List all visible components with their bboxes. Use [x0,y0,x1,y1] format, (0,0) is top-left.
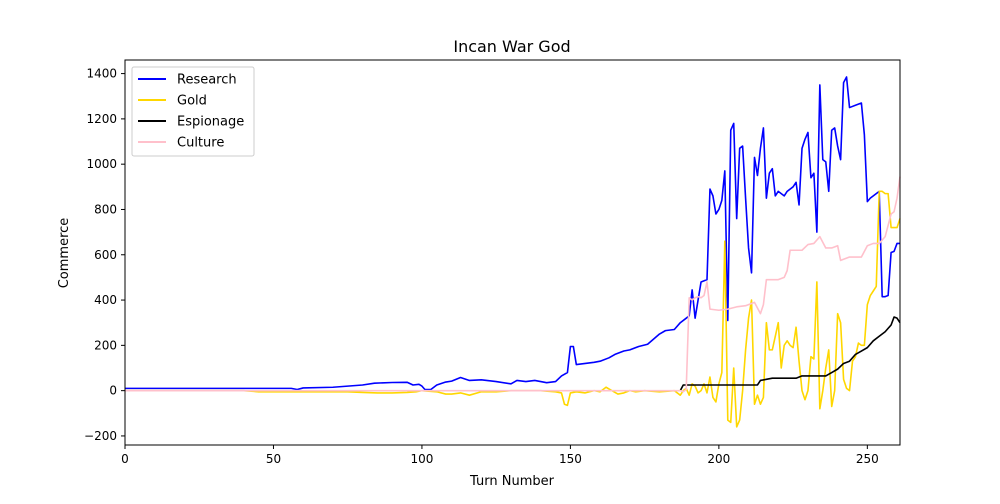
legend: Research Gold Espionage Culture [131,66,255,157]
y-tick-label: 1000 [86,157,117,171]
y-axis-label: Commerce [57,218,72,289]
y-tick-label: 800 [94,202,117,216]
x-tick-label: 100 [410,452,433,466]
y-tick-label: 200 [94,338,117,352]
legend-label-research: Research [177,73,237,88]
x-tick-label: 50 [266,452,281,466]
series-line-culture [125,176,901,393]
x-tick-label: 250 [856,452,879,466]
y-tick-label: 600 [94,248,117,262]
chart-title: Incan War God [453,37,570,56]
legend-label-gold: Gold [177,94,207,109]
series-line-espionage [679,316,901,392]
legend-label-espionage: Espionage [177,115,244,130]
legend-box [131,66,255,157]
y-axis: −200 0 200 400 600 800 1000 1200 1400 [84,67,125,443]
x-tick-label: 0 [121,452,129,466]
y-tick-label: 1400 [86,67,117,81]
legend-label-culture: Culture [177,136,224,151]
y-tick-label: 0 [109,384,117,398]
y-tick-label: 1200 [86,112,117,126]
y-tick-label: 400 [94,293,117,307]
series-layer [125,76,901,428]
series-line-gold [125,190,901,428]
x-axis-label: Turn Number [469,474,555,489]
x-axis: 0 50 100 150 200 250 [121,445,879,466]
x-tick-label: 200 [707,452,730,466]
x-tick-label: 150 [559,452,582,466]
series-line-research [125,76,900,391]
y-tick-label: −200 [84,429,117,443]
plot-frame [124,59,901,446]
